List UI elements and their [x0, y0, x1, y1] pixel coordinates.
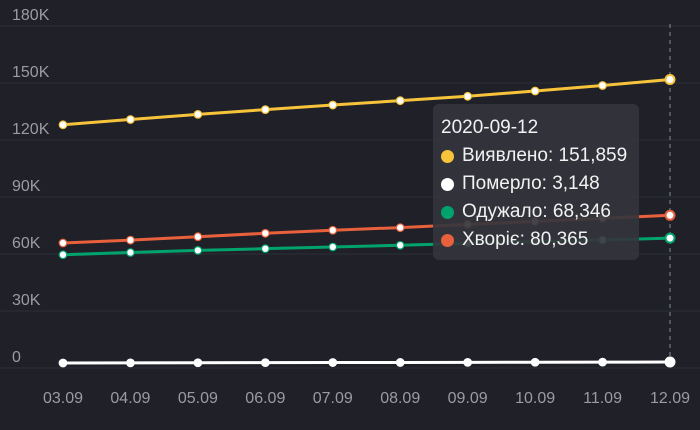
- x-axis-ticks: 03.09 04.09 05.09 06.09 07.09 08.09 09.09 10.09…: [43, 390, 690, 407]
- data-point[interactable]: [328, 358, 338, 367]
- data-point[interactable]: [126, 235, 135, 245]
- x-tick-label: 12.09: [650, 390, 690, 407]
- data-point[interactable]: [530, 86, 540, 96]
- tooltip-row-deaths: Померло: 3,148: [441, 170, 639, 198]
- tooltip-value-recovered: 68,346: [552, 201, 611, 222]
- data-point[interactable]: [193, 232, 203, 242]
- tooltip-label-sick: Хворіє: [462, 229, 520, 250]
- data-point[interactable]: [58, 358, 68, 368]
- data-point[interactable]: [395, 358, 405, 367]
- x-tick-label: 04.09: [110, 390, 150, 407]
- x-tick-label: 09.09: [448, 390, 488, 407]
- data-point[interactable]: [193, 109, 203, 119]
- x-tick-label: 03.09: [43, 390, 83, 407]
- data-point[interactable]: [193, 358, 203, 368]
- data-point[interactable]: [395, 223, 405, 232]
- series-1: [58, 356, 676, 368]
- tooltip-value-deaths: 3,148: [552, 173, 600, 194]
- data-point[interactable]: [58, 250, 68, 260]
- x-tick-label: 10.09: [515, 390, 555, 407]
- data-point[interactable]: [193, 245, 203, 255]
- tooltip-value-detected: 151,859: [558, 145, 628, 166]
- series-line: [61, 360, 672, 365]
- tooltip-date: 2020-09-12: [441, 117, 539, 138]
- y-tick-label: 30K: [12, 292, 41, 309]
- tooltip-value-sick: 80,365: [530, 229, 589, 250]
- data-point[interactable]: [664, 73, 676, 85]
- data-point[interactable]: [328, 242, 338, 252]
- data-point[interactable]: [126, 115, 135, 124]
- x-tick-label: 05.09: [178, 390, 218, 407]
- data-point[interactable]: [598, 357, 607, 367]
- data-point[interactable]: [598, 81, 607, 90]
- data-point[interactable]: [664, 209, 676, 221]
- y-tick-label: 0: [12, 349, 21, 366]
- data-point[interactable]: [58, 120, 68, 130]
- tooltip-dot-deaths: [441, 177, 454, 191]
- y-tick-label: 150K: [12, 64, 50, 81]
- tooltip-dot-sick: [441, 233, 454, 247]
- data-point[interactable]: [260, 228, 270, 238]
- y-tick-label: 90K: [12, 178, 41, 195]
- data-point[interactable]: [463, 357, 473, 367]
- data-point[interactable]: [664, 232, 676, 244]
- tooltip-row-detected: Виявлено: 151,859: [441, 142, 639, 170]
- data-point[interactable]: [530, 357, 540, 367]
- tooltip-label-deaths: Померло: [462, 173, 542, 194]
- tooltip-row-recovered: Одужало: 68,346: [441, 198, 639, 226]
- y-axis-ticks: 0 30K 60K 90K 120K 150K 180K: [12, 7, 50, 366]
- series-0: [58, 73, 676, 130]
- data-point[interactable]: [664, 356, 676, 368]
- data-point[interactable]: [58, 238, 68, 248]
- tooltip-label-recovered: Одужало: [462, 201, 543, 222]
- y-tick-label: 60K: [12, 235, 41, 252]
- tooltip-dot-recovered: [441, 205, 454, 219]
- data-point[interactable]: [260, 105, 270, 114]
- data-point[interactable]: [463, 91, 473, 101]
- tooltip: 2020-09-12 Виявлено: 151,859 Померло: 3,…: [433, 104, 639, 260]
- data-point[interactable]: [260, 244, 270, 254]
- x-tick-label: 07.09: [313, 390, 353, 407]
- tooltip-dot-detected: [441, 149, 454, 163]
- tooltip-label-detected: Виявлено: [462, 145, 548, 166]
- y-tick-label: 120K: [12, 121, 50, 138]
- tooltip-row-sick: Хворіє: 80,365: [441, 226, 639, 254]
- x-tick-label: 08.09: [380, 390, 420, 407]
- data-point[interactable]: [328, 225, 338, 235]
- data-point[interactable]: [395, 240, 405, 250]
- data-point[interactable]: [126, 358, 135, 368]
- data-point[interactable]: [395, 96, 405, 106]
- data-point[interactable]: [260, 358, 270, 368]
- y-tick-label: 180K: [12, 7, 50, 24]
- series-line: [61, 77, 672, 127]
- data-point[interactable]: [126, 248, 135, 257]
- data-point[interactable]: [328, 100, 338, 110]
- x-tick-label: 11.09: [583, 390, 622, 407]
- x-tick-label: 06.09: [245, 390, 285, 407]
